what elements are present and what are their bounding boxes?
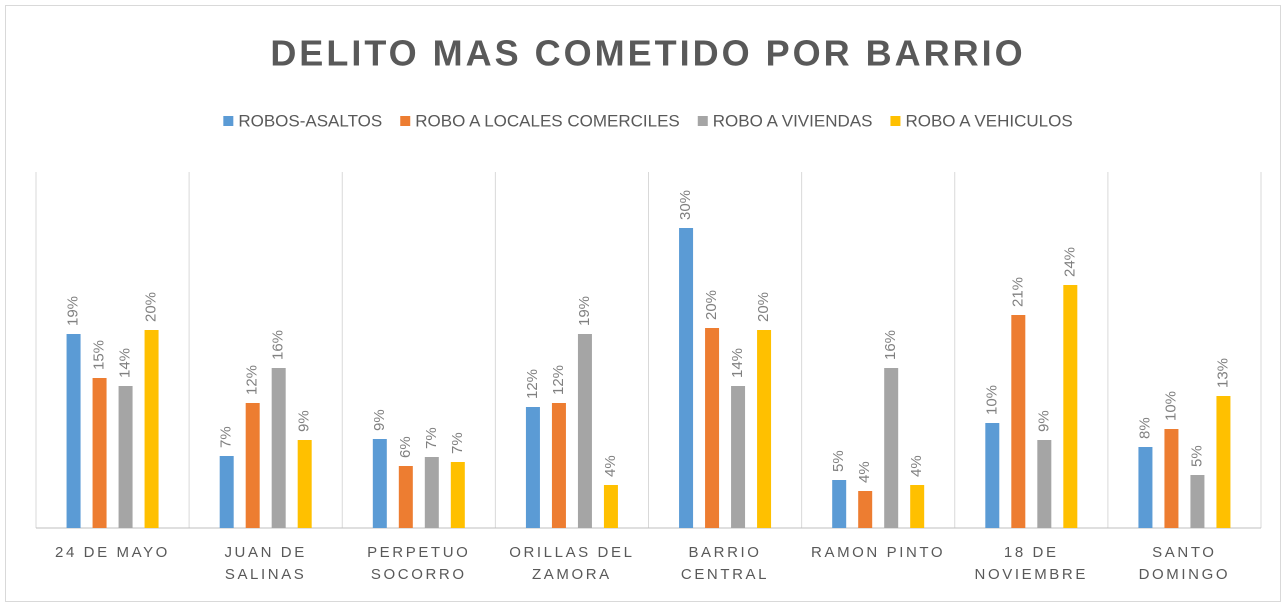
x-tick-label: JUAN DE SALINAS xyxy=(224,544,307,583)
bar xyxy=(92,378,107,528)
bar xyxy=(832,480,847,528)
bar xyxy=(219,456,234,528)
bar xyxy=(1216,396,1231,528)
bar xyxy=(450,462,465,528)
legend-label: ROBO A VIVIENDAS xyxy=(713,111,873,130)
bar xyxy=(1138,447,1153,528)
data-label: 15% xyxy=(91,340,108,370)
bar xyxy=(1190,475,1205,528)
bar xyxy=(757,330,772,528)
bar xyxy=(731,386,746,528)
data-label: 20% xyxy=(143,292,160,322)
legend-swatch xyxy=(697,116,708,126)
data-label: 9% xyxy=(371,409,388,431)
data-label: 30% xyxy=(677,190,694,220)
bar xyxy=(1037,440,1052,528)
data-label: 19% xyxy=(576,296,593,326)
legend-label: ROBO A LOCALES COMERCILES xyxy=(415,111,680,130)
data-label: 16% xyxy=(882,330,899,360)
data-label: 12% xyxy=(550,365,567,395)
x-tick-label: RAMON PINTO xyxy=(811,544,946,561)
chart-title: DELITO MAS COMETIDO POR BARRIO xyxy=(270,33,1025,74)
data-label: 20% xyxy=(755,292,772,322)
legend-swatch xyxy=(890,116,901,126)
bar xyxy=(424,457,439,528)
bar xyxy=(66,334,81,528)
bar xyxy=(679,228,694,528)
bar xyxy=(1164,429,1179,528)
x-tick-label: BARRIO CENTRAL xyxy=(680,544,770,583)
data-label: 7% xyxy=(449,432,466,454)
bar xyxy=(551,403,566,528)
legend-label: ROBO A VEHICULOS xyxy=(905,111,1072,130)
bar xyxy=(144,330,159,528)
data-label: 4% xyxy=(856,461,873,483)
data-label: 21% xyxy=(1009,277,1026,307)
data-label: 14% xyxy=(117,348,134,378)
data-label: 20% xyxy=(703,290,720,320)
bar xyxy=(603,485,618,528)
bar xyxy=(1011,315,1026,528)
bar xyxy=(398,466,413,528)
data-label: 6% xyxy=(397,436,414,458)
data-label: 19% xyxy=(65,296,82,326)
data-label: 24% xyxy=(1061,247,1078,277)
bar xyxy=(910,485,925,528)
bar xyxy=(577,334,592,528)
bar xyxy=(297,440,312,528)
data-label: 5% xyxy=(830,450,847,472)
data-label: 4% xyxy=(602,455,619,477)
bar xyxy=(858,491,873,528)
data-label: 7% xyxy=(218,426,235,448)
x-tick-label: 24 DE MAYO xyxy=(55,544,170,561)
bar xyxy=(525,407,540,528)
legend-swatch xyxy=(223,116,234,126)
bar xyxy=(884,368,899,528)
data-label: 9% xyxy=(1035,410,1052,432)
data-label: 9% xyxy=(296,410,313,432)
x-tick-label: ORILLAS DEL ZAMORA xyxy=(509,544,635,583)
data-label: 7% xyxy=(423,427,440,449)
x-tick-label: 18 DE NOVIEMBRE xyxy=(974,544,1088,583)
bar xyxy=(271,368,286,528)
x-tick-label: PERPETUO SOCORRO xyxy=(367,544,471,583)
bar xyxy=(705,328,720,528)
data-label: 12% xyxy=(244,365,261,395)
x-tick-label: SANTO DOMINGO xyxy=(1138,544,1231,583)
data-label: 10% xyxy=(983,385,1000,415)
bar xyxy=(118,386,133,528)
legend-swatch xyxy=(400,116,411,126)
chart-border xyxy=(5,5,1281,602)
bar xyxy=(985,423,1000,528)
data-label: 4% xyxy=(908,455,925,477)
bar xyxy=(372,439,387,528)
data-label: 5% xyxy=(1188,445,1205,467)
data-label: 14% xyxy=(729,348,746,378)
data-label: 13% xyxy=(1214,358,1231,388)
data-label: 10% xyxy=(1162,391,1179,421)
data-label: 16% xyxy=(270,330,287,360)
data-label: 12% xyxy=(524,369,541,399)
bar xyxy=(1063,285,1078,528)
data-label: 8% xyxy=(1136,417,1153,439)
bar xyxy=(245,403,260,528)
legend-label: ROBOS-ASALTOS xyxy=(238,111,382,130)
